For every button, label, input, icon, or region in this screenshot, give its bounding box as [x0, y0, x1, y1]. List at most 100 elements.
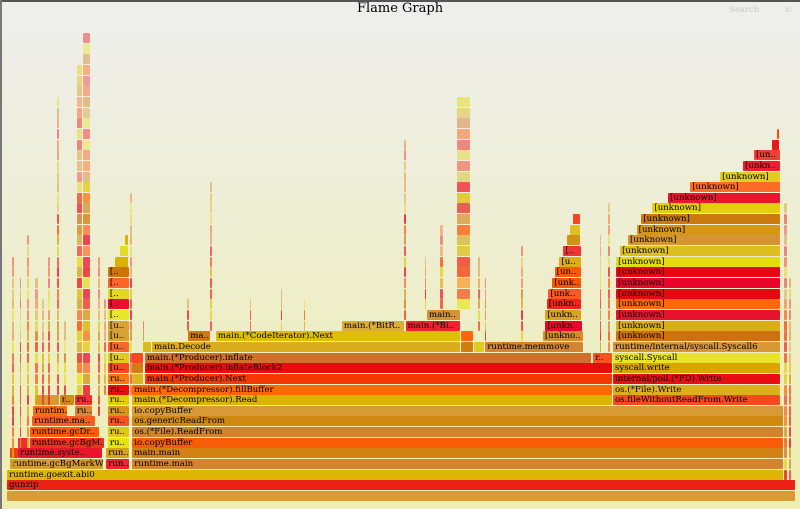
flame-frame-minor[interactable] [47, 373, 50, 384]
flame-frame-minor[interactable] [788, 395, 792, 406]
flame-frame-minor[interactable] [520, 278, 523, 288]
flame-frame-minor[interactable] [11, 267, 14, 278]
flame-frame[interactable]: runtim.. [33, 405, 68, 416]
flame-frame-minor[interactable] [608, 341, 611, 352]
flame-frame-minor[interactable] [77, 118, 83, 129]
flame-frame-minor[interactable] [27, 427, 30, 438]
flame-frame[interactable]: ru.. [74, 395, 93, 406]
flame-frame-minor[interactable] [456, 96, 470, 107]
flame-frame-minor[interactable] [77, 150, 83, 161]
flame-frame-minor[interactable] [210, 203, 213, 214]
flame-frame-minor[interactable] [83, 107, 90, 118]
flame-frame-minor[interactable] [19, 309, 22, 320]
flame-frame-minor[interactable] [210, 288, 213, 299]
flame-frame-minor[interactable] [77, 75, 83, 86]
flame-frame[interactable]: r.. [593, 352, 612, 363]
flame-frame-minor[interactable] [599, 256, 602, 267]
flame-frame-minor[interactable] [63, 373, 66, 384]
flame-frame-minor[interactable] [404, 235, 406, 246]
flame-frame-minor[interactable] [41, 352, 44, 363]
flame-frame-minor[interactable] [11, 331, 14, 342]
flame-frame-minor[interactable] [788, 363, 792, 374]
flame-frame-minor[interactable] [83, 128, 90, 139]
flame-frame-minor[interactable] [56, 256, 59, 267]
flame-frame-minor[interactable] [11, 416, 14, 427]
flame-frame-minor[interactable] [281, 309, 283, 320]
flame-frame-minor[interactable] [210, 182, 213, 193]
flame-frame-minor[interactable] [599, 331, 602, 342]
flame-frame-minor[interactable] [83, 139, 90, 150]
flame-frame[interactable]: os.(*File).Write [612, 384, 780, 395]
flame-frame-minor[interactable] [47, 309, 50, 320]
flame-frame-minor[interactable] [788, 309, 792, 320]
flame-frame[interactable]: runtime.gcDr.. [29, 427, 100, 438]
flame-frame-minor[interactable] [484, 309, 487, 320]
flame-frame-minor[interactable] [83, 96, 90, 107]
flame-frame[interactable]: main.Decode [151, 341, 460, 352]
flame-frame[interactable]: os.genericReadFrom [132, 416, 783, 427]
flame-frame[interactable]: main.(*Producer).Next [144, 373, 612, 384]
flame-frame-minor[interactable] [98, 395, 101, 406]
flame-frame-minor[interactable] [440, 235, 444, 246]
flame-frame-minor[interactable] [77, 203, 83, 214]
flame-frame-minor[interactable] [608, 246, 611, 257]
flame-frame-minor[interactable] [783, 320, 787, 331]
flame-frame-minor[interactable] [19, 405, 22, 416]
flame-frame-minor[interactable] [404, 309, 406, 320]
flame-frame-minor[interactable] [456, 203, 470, 214]
flame-frame-minor[interactable] [19, 278, 22, 288]
flame-frame-minor[interactable] [77, 182, 83, 193]
flame-frame-minor[interactable] [11, 320, 14, 331]
flame-frame-minor[interactable] [424, 278, 427, 288]
flame-frame[interactable]: [unkn.. [546, 299, 581, 310]
flame-frame-minor[interactable] [456, 224, 470, 235]
flame-frame[interactable]: runtime/internal/syscall.Syscall6 [612, 341, 780, 352]
flame-frame-minor[interactable] [440, 224, 444, 235]
flame-frame-minor[interactable] [129, 309, 132, 320]
flame-frame[interactable]: main.(*CodeIterator).Next [215, 331, 460, 342]
flame-frame[interactable]: run.. [106, 459, 130, 470]
flame-frame-minor[interactable] [783, 288, 787, 299]
flame-frame-minor[interactable] [129, 331, 132, 342]
flame-frame-minor[interactable] [129, 256, 132, 267]
flame-frame-minor[interactable] [27, 437, 30, 448]
flame-frame-minor[interactable] [456, 139, 470, 150]
flame-frame-minor[interactable] [520, 320, 523, 331]
flame-frame-minor[interactable] [783, 405, 787, 416]
flame-frame-minor[interactable] [27, 384, 30, 395]
flame-frame-minor[interactable] [77, 331, 83, 342]
flame-frame-minor[interactable] [484, 320, 487, 331]
flame-frame-unlabeled[interactable] [460, 331, 473, 342]
flame-frame-minor[interactable] [77, 224, 83, 235]
flame-frame-minor[interactable] [142, 331, 145, 342]
flame-frame-minor[interactable] [103, 363, 106, 374]
flame-frame[interactable]: [.. [107, 309, 130, 320]
flame-frame-minor[interactable] [56, 246, 59, 257]
flame-frame-minor[interactable] [783, 416, 787, 427]
flame-frame-minor[interactable] [27, 299, 30, 310]
flame-frame-minor[interactable] [98, 341, 101, 352]
flame-frame-minor[interactable] [788, 469, 792, 480]
flame-frame-minor[interactable] [281, 299, 283, 310]
flame-frame-unlabeled[interactable] [7, 491, 795, 501]
flame-frame-minor[interactable] [404, 299, 406, 310]
flame-frame-minor[interactable] [783, 256, 787, 267]
flame-frame-minor[interactable] [83, 309, 90, 320]
flame-frame-minor[interactable] [41, 299, 44, 310]
flame-frame-unlabeled[interactable] [569, 224, 581, 235]
flame-frame-minor[interactable] [56, 118, 59, 129]
flame-frame[interactable]: [unknown] [720, 171, 780, 182]
flame-frame[interactable]: [unknown] [627, 235, 780, 246]
flame-frame-minor[interactable] [456, 118, 470, 129]
flame-frame-minor[interactable] [83, 54, 90, 65]
flame-frame-minor[interactable] [456, 150, 470, 161]
flame-frame[interactable]: [unkn.. [742, 160, 780, 171]
flame-frame-minor[interactable] [599, 341, 602, 352]
flame-frame-minor[interactable] [404, 224, 406, 235]
flame-frame-minor[interactable] [404, 160, 406, 171]
flame-frame[interactable]: [unknown] [616, 320, 780, 331]
flame-frame[interactable]: [unknown] [690, 182, 780, 193]
flame-frame-minor[interactable] [783, 235, 787, 246]
flame-frame-minor[interactable] [35, 373, 38, 384]
flame-frame[interactable]: gunzip [7, 480, 795, 491]
